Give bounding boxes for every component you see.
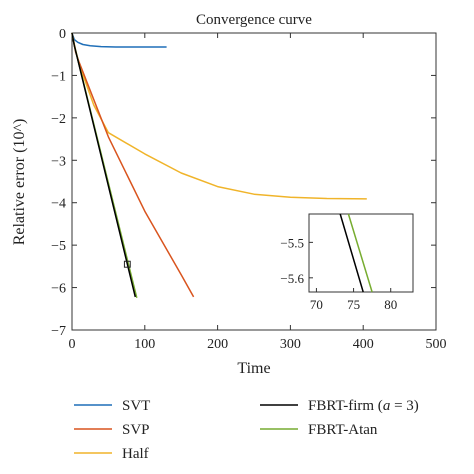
inset-x-tick-label: 75 bbox=[347, 297, 360, 312]
series-line-fbrt-firm bbox=[71, 32, 137, 298]
y-tick-label: −2 bbox=[51, 112, 66, 127]
y-tick-label: −5 bbox=[51, 239, 66, 254]
x-tick-label: 400 bbox=[353, 337, 374, 352]
legend-label-text: FBRT-firm ( bbox=[308, 398, 383, 414]
inset-y-tick-label: −5.6 bbox=[280, 271, 304, 286]
y-axis-label: Relative error (10^) bbox=[11, 119, 28, 246]
zoom-marker-box bbox=[123, 260, 131, 268]
inset-y-tick-label: −5.5 bbox=[280, 235, 304, 250]
y-tick-label: 0 bbox=[59, 27, 66, 42]
inset-frame bbox=[308, 213, 414, 293]
x-tick-label: 200 bbox=[207, 337, 228, 352]
inset-x-tick-label: 70 bbox=[310, 297, 323, 312]
inset-x-tick-label: 80 bbox=[384, 297, 397, 312]
legend-label-svp: SVP bbox=[122, 422, 150, 438]
chart-title: Convergence curve bbox=[196, 12, 312, 28]
y-tick-label: −1 bbox=[51, 69, 66, 84]
y-tick-label: −4 bbox=[51, 197, 66, 212]
series-line-svt bbox=[71, 32, 167, 48]
y-tick-label: −7 bbox=[51, 324, 66, 339]
legend-label-fbrt-atan: FBRT-Atan bbox=[308, 422, 378, 438]
series-line-fbrt-atan bbox=[71, 32, 138, 298]
main-plot-area: 0 100 200 300 400 500 0 −1 −2 −3 −4 −5 −6 −7 bbox=[51, 27, 446, 352]
inset-series-line-fbrt-atan bbox=[347, 213, 373, 293]
x-tick-label: 300 bbox=[280, 337, 301, 352]
x-tick-label: 0 bbox=[69, 337, 76, 352]
legend: SVT SVP Half FBRT-firm (a = 3) FBRT-Atan bbox=[74, 398, 419, 462]
inset-series-line-fbrt-firm bbox=[339, 213, 364, 293]
legend-label-svt: SVT bbox=[122, 398, 150, 414]
series-line-svp bbox=[71, 32, 195, 298]
x-tick-label: 500 bbox=[426, 337, 447, 352]
x-tick-label: 100 bbox=[134, 337, 155, 352]
legend-label-fbrt-firm: FBRT-firm (a = 3) bbox=[308, 398, 419, 414]
legend-label-param: a bbox=[383, 398, 391, 414]
inset-plot: 70 75 80 −5.5 −5.6 bbox=[280, 213, 414, 312]
plot-frame bbox=[71, 32, 437, 331]
series-line-half bbox=[71, 32, 367, 200]
legend-label-half: Half bbox=[122, 446, 149, 462]
legend-label-text: = 3) bbox=[390, 398, 418, 414]
y-tick-label: −3 bbox=[51, 154, 66, 169]
x-axis-label: Time bbox=[237, 360, 270, 377]
y-tick-label: −6 bbox=[51, 282, 66, 297]
